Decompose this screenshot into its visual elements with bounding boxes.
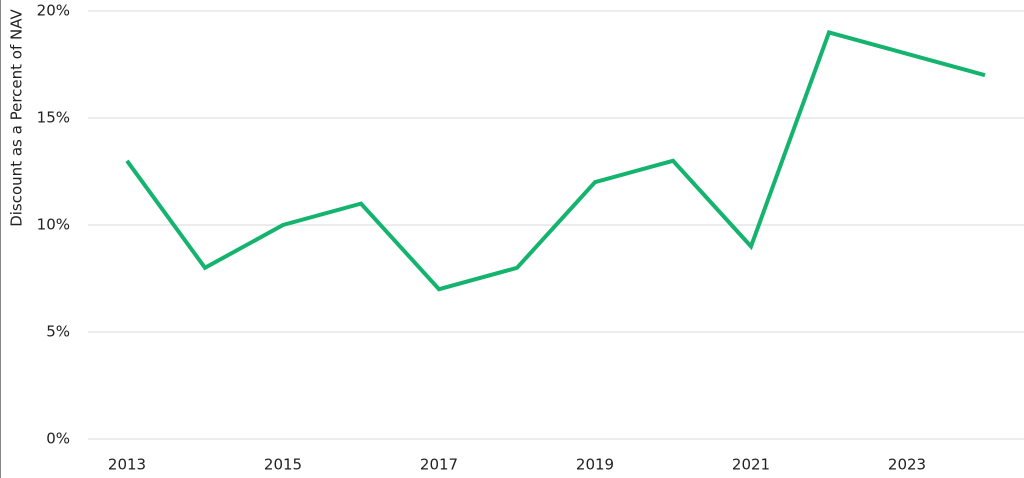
x-tick-label: 2017 — [420, 456, 458, 474]
x-tick-label: 2013 — [108, 456, 146, 474]
x-tick-label: 2015 — [264, 456, 302, 474]
y-axis-label: Discount as a Percent of NAV — [8, 8, 26, 226]
y-tick-label: 20% — [37, 2, 70, 20]
data-line — [125, 29, 986, 292]
y-tick-label: 15% — [37, 109, 70, 127]
x-tick-label: 2021 — [732, 456, 770, 474]
y-tick-label: 5% — [46, 323, 70, 341]
y-tick-label: 10% — [37, 216, 70, 234]
y-tick-label: 0% — [46, 430, 70, 448]
x-tick-label: 2023 — [888, 456, 926, 474]
x-tick-label: 2019 — [576, 456, 614, 474]
